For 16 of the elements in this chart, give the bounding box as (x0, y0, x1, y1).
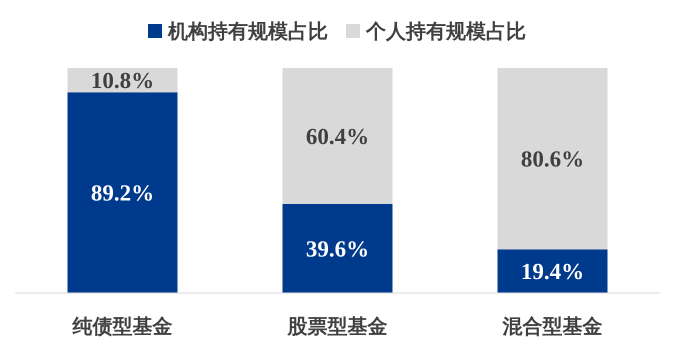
data-label: 89.2% (90, 180, 154, 206)
legend-label: 机构持有规模占比 (167, 19, 328, 43)
bar (498, 68, 608, 250)
bar (68, 92, 178, 293)
bar (282, 204, 392, 293)
data-label: 80.6% (520, 146, 584, 172)
legend-label: 个人持有规模占比 (365, 19, 526, 43)
bar (498, 249, 608, 293)
data-label: 60.4% (306, 124, 370, 149)
data-label: 19.4% (520, 259, 584, 284)
data-label: 39.6% (306, 236, 370, 262)
bar (282, 68, 392, 204)
x-tick-label: 纯债型基金 (72, 314, 172, 338)
x-tick-label: 混合型基金 (502, 314, 602, 338)
x-tick-label: 股票型基金 (286, 314, 388, 338)
data-label: 10.8% (90, 68, 154, 94)
